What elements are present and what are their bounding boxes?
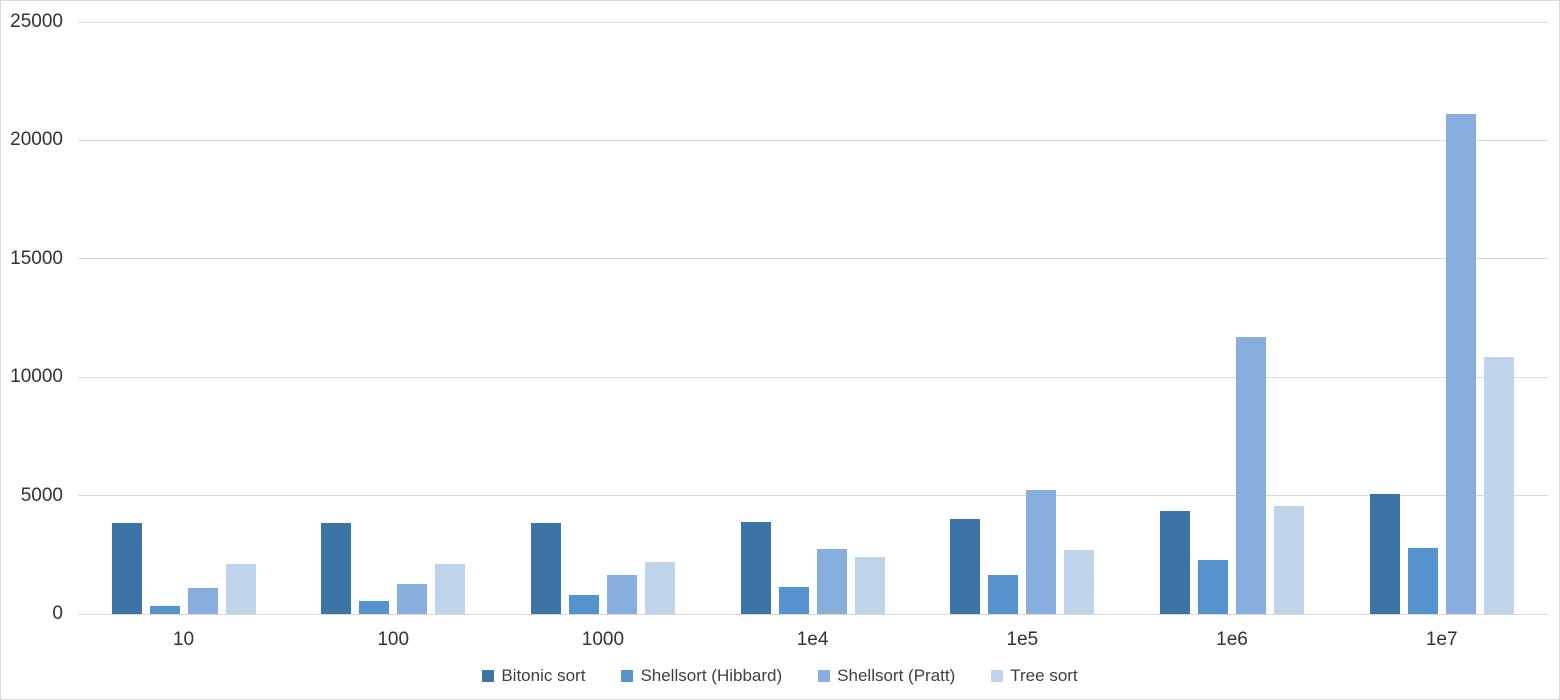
bar-tree-sort-1e4 (854, 557, 885, 614)
bar-bitonic-sort-1e4 (740, 521, 771, 614)
bar-shellsort-pratt-1000 (606, 574, 637, 614)
bar-bitonic-sort-1e6 (1160, 510, 1190, 614)
y-axis-tick-25000: 25000 (10, 11, 63, 32)
bar-shellsort-hibbard-100 (359, 600, 390, 614)
bar-shellsort-pratt-1e4 (816, 548, 847, 614)
bar-shellsort-hibbard-1e5 (988, 574, 1019, 614)
y-axis-tick-10000: 10000 (10, 366, 63, 388)
y-axis-tick-0: 0 (52, 603, 63, 624)
bar-tree-sort-10 (225, 564, 256, 614)
gridline-0 (78, 613, 1548, 615)
chart-legend: Bitonic sort Shellsort (Hibbard) Shellsort… (1, 661, 1559, 691)
legend-label: Shellsort (Hibbard) (640, 666, 783, 685)
x-axis-label-10: 10 (172, 629, 195, 650)
legend-label: Shellsort (Pratt) (837, 666, 956, 685)
bar-shellsort-hibbard-10 (149, 605, 180, 614)
bar-bitonic-sort-1e7 (1369, 494, 1400, 614)
x-axis-label-1000: 1000 (581, 629, 625, 650)
bar-tree-sort-1000 (644, 561, 675, 614)
x-axis-label-1e7: 1e7 (1425, 629, 1458, 650)
legend-item-bitonic-sort: Bitonic sort (482, 666, 585, 686)
legend-item-shellsort-hibbard: Shellsort (Hibbard) (621, 666, 782, 686)
bar-shellsort-hibbard-1e4 (778, 586, 809, 614)
legend-swatch-icon (818, 670, 831, 682)
legend-label: Bitonic sort (501, 666, 586, 685)
bar-shellsort-pratt-10 (187, 587, 218, 614)
bar-shellsort-hibbard-1e7 (1407, 547, 1438, 614)
legend-label: Tree sort (1010, 666, 1078, 685)
bar-tree-sort-1e6 (1274, 506, 1304, 614)
x-axis-label-1e5: 1e5 (1006, 629, 1039, 650)
bar-bitonic-sort-10 (111, 522, 142, 614)
bar-bitonic-sort-1000 (530, 522, 561, 614)
y-axis-tick-5000: 5000 (20, 484, 63, 506)
legend-item-shellsort-pratt: Shellsort (Pratt) (818, 666, 955, 686)
gridline-5000 (78, 495, 1548, 497)
bar-shellsort-hibbard-1000 (568, 595, 599, 614)
bar-bitonic-sort-1e5 (950, 519, 981, 614)
bar-shellsort-pratt-1e6 (1236, 336, 1266, 614)
bar-tree-sort-1e7 (1483, 357, 1514, 614)
x-axis-label-1e4: 1e4 (796, 629, 829, 650)
legend-swatch-icon (482, 670, 495, 682)
legend-item-tree-sort: Tree sort (991, 666, 1078, 686)
bar-shellsort-pratt-100 (397, 584, 428, 614)
legend-swatch-icon (621, 670, 634, 682)
gridline-10000 (78, 376, 1548, 378)
x-axis-label-1e6: 1e6 (1216, 629, 1248, 650)
gridline-20000 (78, 139, 1548, 141)
bar-bitonic-sort-100 (321, 522, 352, 614)
legend-swatch-icon (991, 670, 1004, 682)
gridline-15000 (78, 258, 1548, 260)
y-axis-tick-15000: 15000 (10, 247, 63, 269)
y-axis-tick-20000: 20000 (10, 129, 63, 151)
bar-shellsort-pratt-1e5 (1026, 489, 1057, 614)
gridline-25000 (78, 21, 1548, 23)
bar-tree-sort-1e5 (1064, 550, 1095, 614)
x-axis-label-100: 100 (377, 629, 410, 650)
bar-shellsort-pratt-1e7 (1445, 114, 1476, 614)
bar-tree-sort-100 (435, 564, 466, 614)
bar-shellsort-hibbard-1e6 (1198, 559, 1228, 614)
